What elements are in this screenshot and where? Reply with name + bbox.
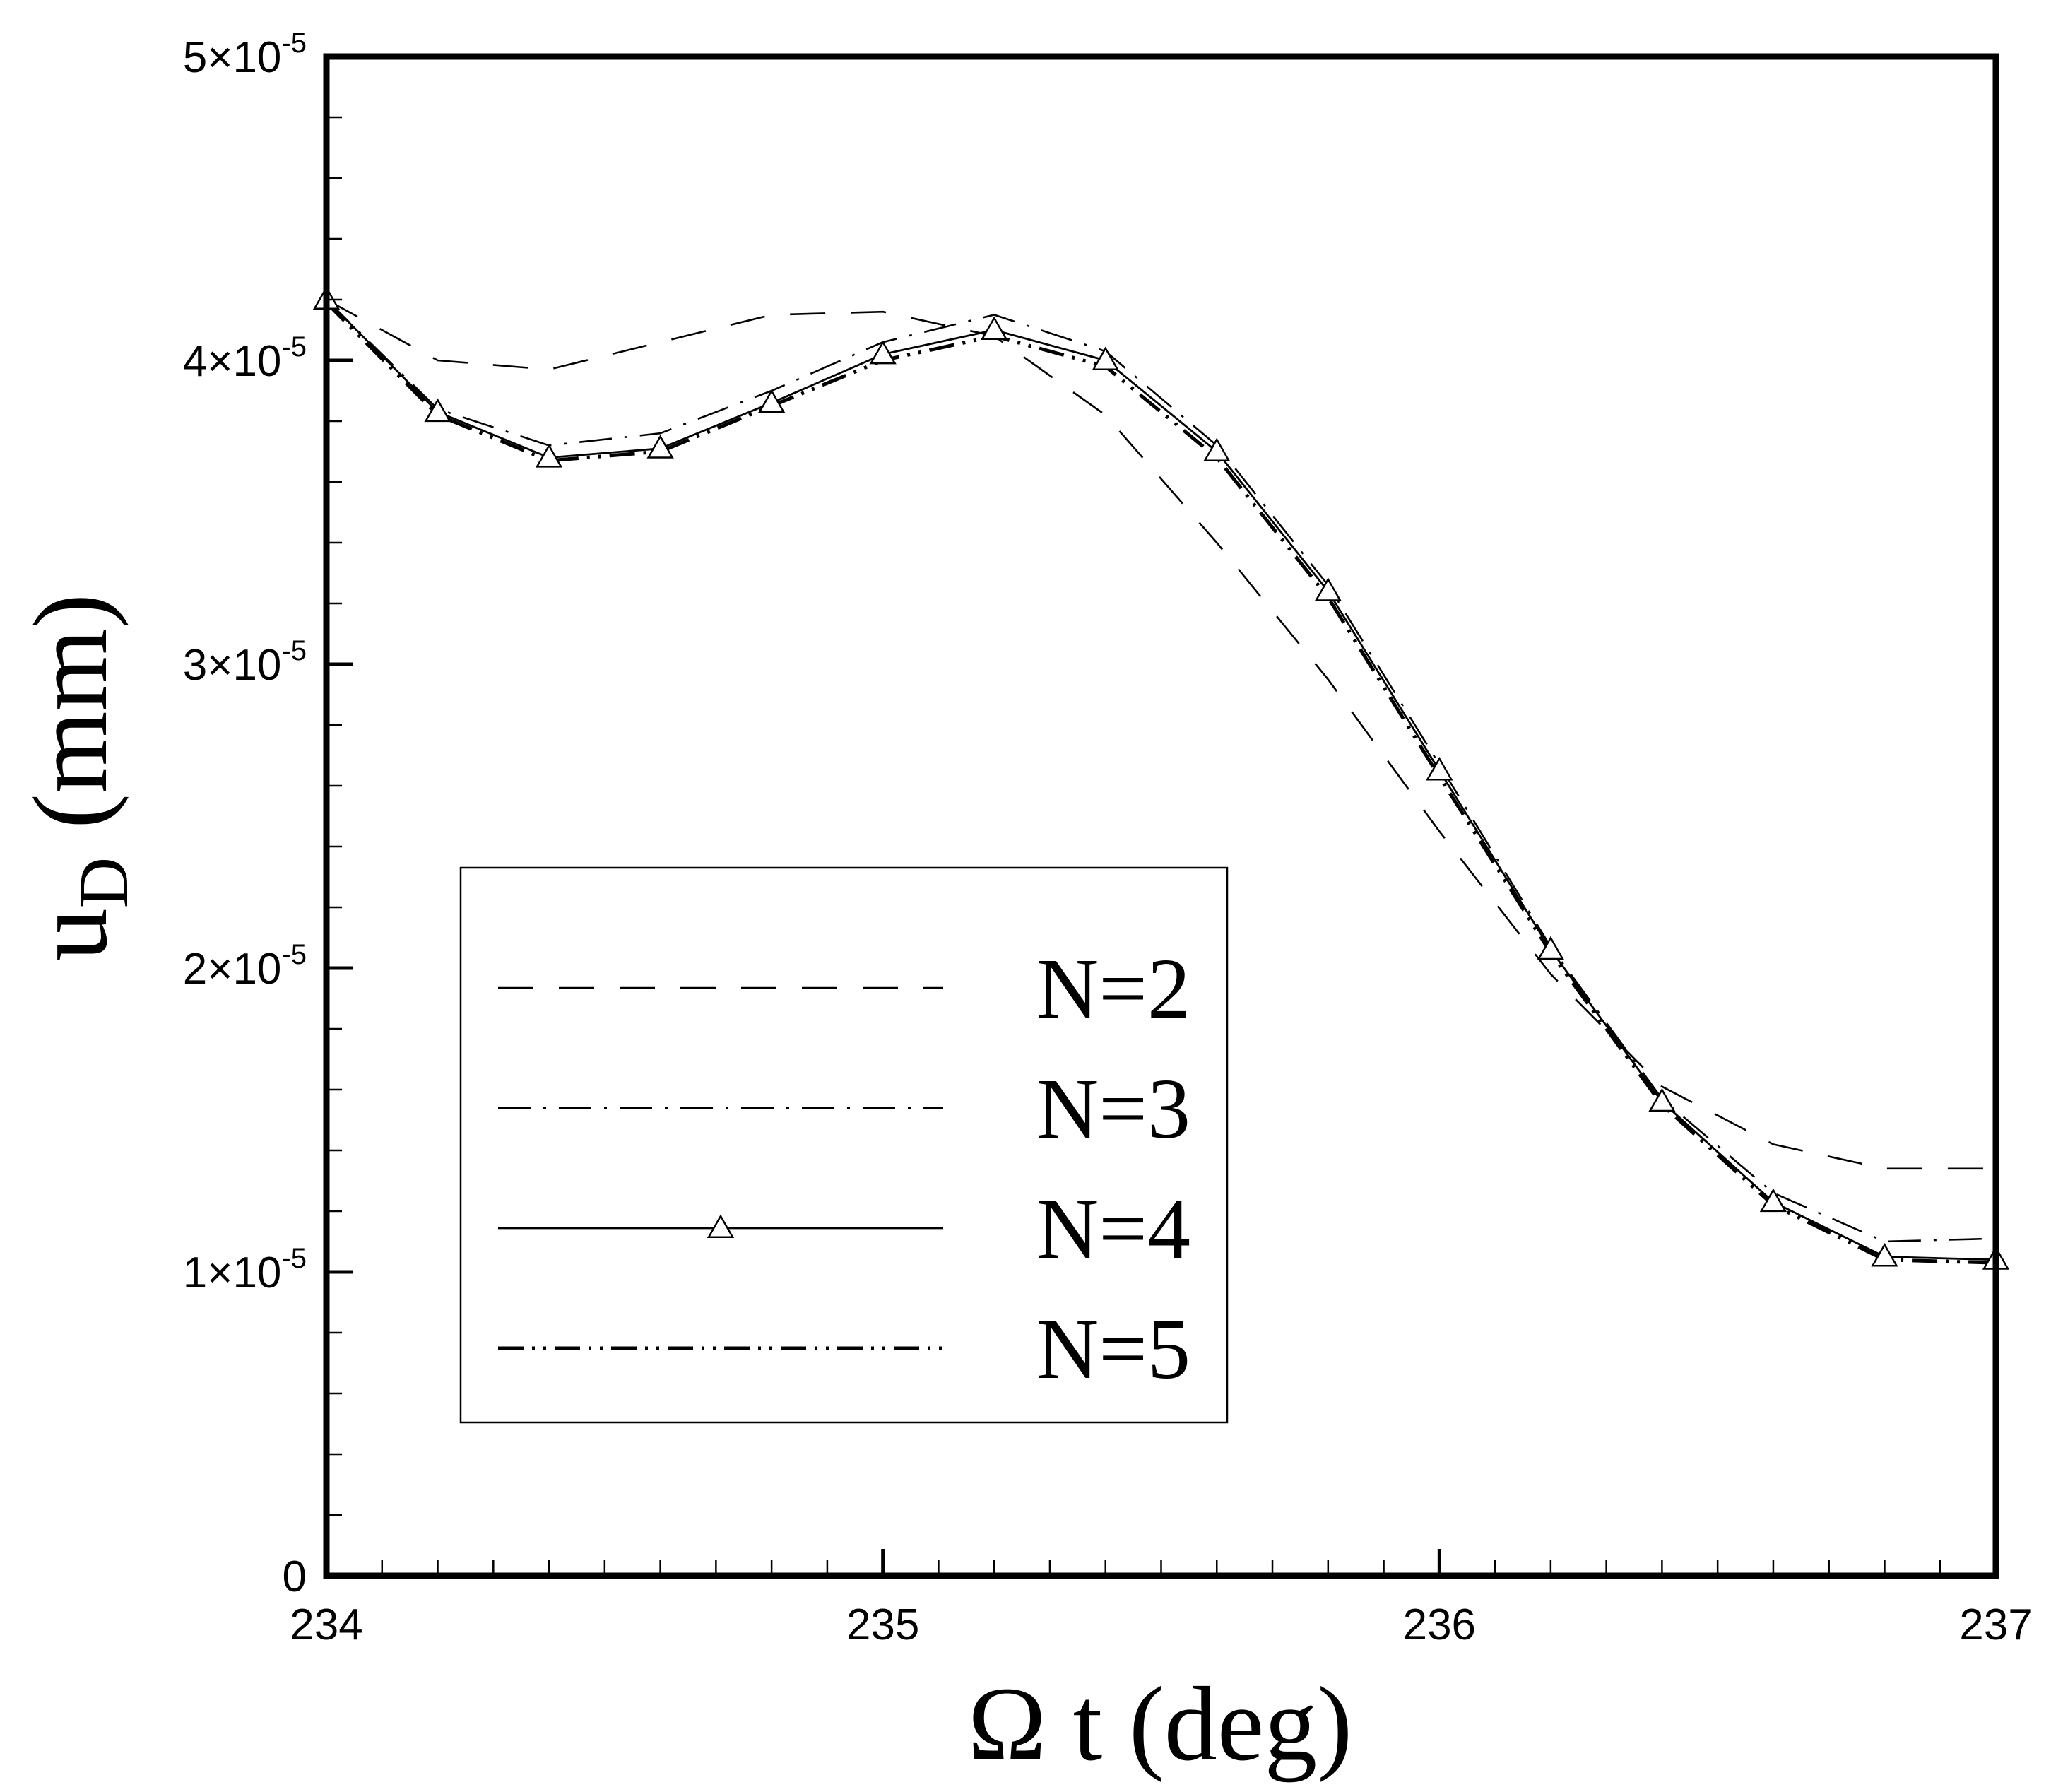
series-line-n3 — [326, 299, 1997, 1243]
data-point-marker — [869, 340, 897, 365]
y-tick-label: 3×10-5 — [183, 635, 307, 690]
legend-item: N=2 — [498, 941, 1190, 1037]
x-tick-label: 237 — [1959, 1601, 2032, 1649]
legend-label: N=4 — [1036, 1181, 1190, 1277]
y-tick-label: 1×10-5 — [183, 1243, 307, 1297]
tick-labels-layer: 234 235 236 237 0 1×10-5 2×10-5 3×10-5 4×10-5 5×1… — [183, 28, 2033, 1649]
legend-label: N=5 — [1036, 1302, 1190, 1397]
data-point-marker — [1871, 1242, 1898, 1267]
data-point-marker — [424, 398, 451, 423]
series-line-n2 — [326, 298, 1996, 1170]
legend: N=2 N=3 N=4 N=5 — [459, 866, 1229, 1424]
data-point-marker — [1092, 346, 1119, 370]
data-point-marker — [1426, 756, 1453, 781]
y-axis-title-unit: (mm) — [12, 594, 129, 829]
x-axis-title: Ω t (deg) — [968, 1666, 1353, 1783]
y-tick-label: 4×10-5 — [183, 331, 307, 386]
plot-frame — [323, 53, 1999, 1579]
data-point-marker — [1648, 1087, 1676, 1112]
x-tick-label: 235 — [846, 1601, 919, 1649]
y-tick-label: 0 — [283, 1552, 307, 1601]
data-point-marker — [646, 435, 674, 459]
y-axis-title-sub: D — [64, 857, 143, 908]
legend-label: N=3 — [1036, 1061, 1190, 1157]
markers-layer — [312, 285, 2010, 1270]
data-point-marker — [535, 444, 563, 468]
legend-label: N=2 — [1036, 941, 1190, 1037]
legend-item: N=5 — [498, 1302, 1190, 1397]
data-point-marker — [1314, 577, 1342, 601]
x-tick-label: 236 — [1403, 1601, 1476, 1649]
y-tick-label: 2×10-5 — [183, 939, 307, 994]
legend-item: N=3 — [498, 1061, 1190, 1157]
legend-item: N=4 — [498, 1181, 1190, 1277]
legend-marker — [707, 1214, 735, 1238]
x-tick-label: 234 — [290, 1601, 362, 1649]
y-tick-label: 5×10-5 — [183, 28, 307, 82]
series-line-n4 — [326, 299, 1997, 1261]
y-axis-title-main: u — [12, 908, 129, 961]
data-point-marker — [1203, 437, 1231, 461]
legend-items: N=2 N=3 N=4 N=5 — [498, 941, 1190, 1397]
series-layer — [325, 298, 1997, 1265]
y-axis-title: uD (mm) — [12, 594, 143, 961]
legend-box — [459, 866, 1229, 1424]
data-point-marker — [1759, 1188, 1787, 1213]
data-point-marker — [757, 389, 786, 413]
data-point-marker — [1537, 936, 1565, 960]
svg-text:uD(mm): uD (mm) — [12, 594, 143, 961]
data-point-marker — [981, 316, 1008, 340]
